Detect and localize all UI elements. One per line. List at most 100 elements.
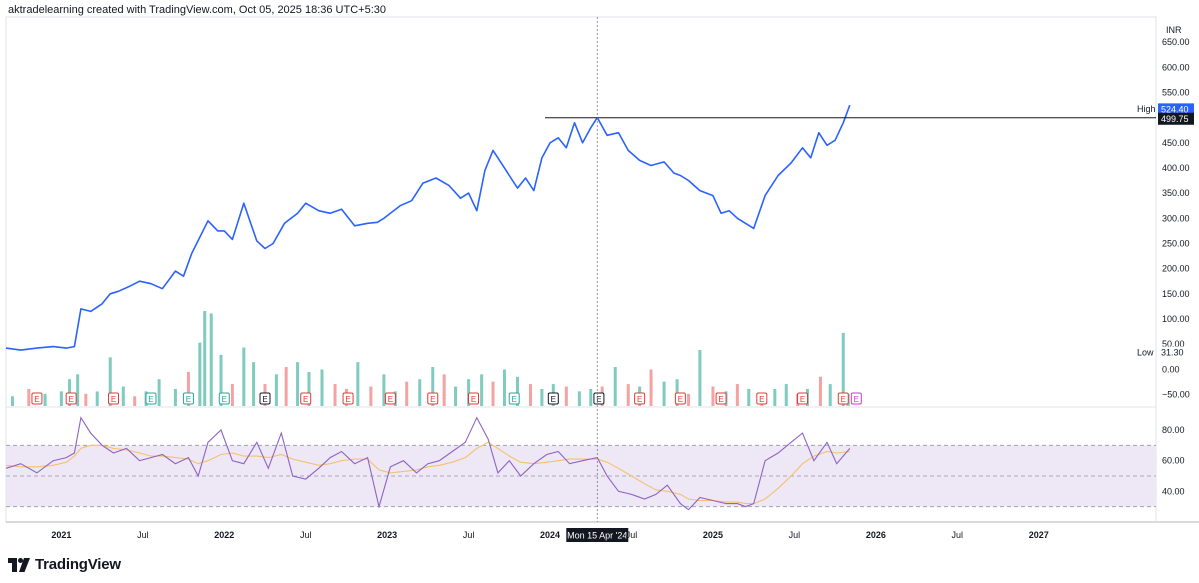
rsi-axis-tick: 60.00 — [1162, 456, 1185, 466]
volume-bar — [540, 388, 544, 406]
earnings-marker[interactable]: E — [850, 392, 862, 405]
earnings-marker[interactable]: E — [31, 392, 43, 405]
rsi-axis-tick: 80.00 — [1162, 425, 1185, 435]
time-axis-tick: 2027 — [1029, 530, 1049, 540]
earnings-marker[interactable]: E — [300, 392, 312, 405]
earnings-marker-label: E — [471, 395, 476, 404]
earnings-marker[interactable]: E — [837, 392, 849, 405]
earnings-marker-label: E — [637, 395, 642, 404]
earnings-marker[interactable]: E — [508, 392, 520, 405]
price-axis-tick: 0.00 — [1162, 364, 1180, 374]
price-axis-tick: 400.00 — [1162, 163, 1190, 173]
low-label-caption: Low — [1137, 348, 1154, 358]
earnings-marker-label: E — [854, 395, 859, 404]
last-price-label-box — [1158, 103, 1194, 116]
earnings-marker-label: E — [841, 395, 846, 404]
earnings-marker-box — [342, 392, 354, 405]
volume-bar — [405, 381, 409, 406]
volume-bar — [589, 388, 593, 406]
volume-bar — [626, 384, 630, 406]
earnings-marker[interactable]: E — [715, 392, 727, 405]
earnings-marker-label: E — [388, 395, 393, 404]
earnings-marker[interactable]: E — [674, 392, 686, 405]
earnings-marker[interactable]: E — [259, 392, 271, 405]
earnings-marker[interactable]: E — [342, 392, 354, 405]
volume-bar — [735, 384, 739, 406]
earnings-marker-label: E — [759, 395, 764, 404]
price-axis-tick: 300.00 — [1162, 213, 1190, 223]
resistance-label-value: 499.75 — [1161, 114, 1189, 124]
time-axis-tick: Jul — [952, 530, 964, 540]
price-series-layer — [5, 104, 1156, 351]
volume-bar — [307, 371, 311, 406]
earnings-marker-box — [300, 392, 312, 405]
volume-bar — [613, 367, 617, 406]
volume-bar — [431, 367, 435, 406]
crosshair-date-label: Mon 15 Apr '24 — [567, 531, 627, 541]
time-axis-tick: 2021 — [51, 530, 71, 540]
earnings-marker[interactable]: E — [634, 392, 646, 405]
earnings-marker[interactable]: E — [797, 392, 809, 405]
earnings-marker[interactable]: E — [145, 392, 157, 405]
volume-bar — [564, 386, 568, 406]
volume-bar — [687, 393, 691, 406]
price-axis-tick: 450.00 — [1162, 138, 1190, 148]
time-axis-tick: Jul — [463, 530, 475, 540]
volume-bar — [747, 388, 751, 406]
currency-label: INR — [1166, 25, 1182, 35]
earnings-marker[interactable]: E — [467, 392, 479, 405]
volume-bar — [219, 354, 223, 406]
time-axis-tick: 2024 — [540, 530, 560, 540]
volume-bar — [121, 386, 125, 406]
earnings-marker-box — [850, 392, 862, 405]
earnings-marker-box — [715, 392, 727, 405]
resistance-label-box — [1158, 112, 1194, 125]
earnings-marker-box — [547, 392, 559, 405]
earnings-marker[interactable]: E — [756, 392, 768, 405]
tradingview-logo[interactable]: TradingView — [8, 556, 121, 573]
price-axis-tick: 50.00 — [1162, 339, 1185, 349]
earnings-marker[interactable]: E — [182, 392, 194, 405]
volume-bar — [491, 381, 495, 406]
earnings-marker-label: E — [303, 395, 308, 404]
price-axis-tick: 550.00 — [1162, 87, 1190, 97]
earnings-marker-box — [31, 392, 43, 405]
earnings-marker[interactable]: E — [218, 392, 230, 405]
volume-bar — [133, 396, 137, 406]
earnings-marker-box — [467, 392, 479, 405]
earnings-marker[interactable]: E — [593, 392, 605, 405]
price-axis-tick: 650.00 — [1162, 37, 1190, 47]
price-axis-tick: 600.00 — [1162, 62, 1190, 72]
volume-bar — [515, 376, 519, 406]
volume-bar — [108, 357, 112, 406]
earnings-marker[interactable]: E — [427, 392, 439, 405]
rsi-series-layer — [5, 416, 851, 511]
earnings-marker-label: E — [512, 395, 517, 404]
earnings-marker[interactable]: E — [547, 392, 559, 405]
volume-bar — [209, 313, 213, 406]
time-axis-tick: Jul — [789, 530, 801, 540]
last-price-label-value: 524.40 — [1161, 104, 1189, 114]
low-label-value: 31.30 — [1161, 348, 1184, 358]
price-line — [5, 104, 851, 351]
rsi-line — [5, 416, 851, 511]
volume-bar — [577, 391, 581, 406]
earnings-marker-box — [756, 392, 768, 405]
volume-bar — [59, 391, 63, 406]
volume-bar — [698, 349, 702, 406]
volume-bar — [173, 388, 177, 406]
earnings-marker-label: E — [345, 395, 350, 404]
earnings-marker[interactable]: E — [65, 392, 77, 405]
time-axis-tick: 2022 — [214, 530, 234, 540]
price-axis-tick: 200.00 — [1162, 264, 1190, 274]
earnings-marker-label: E — [148, 395, 153, 404]
volume-bar — [442, 374, 446, 406]
earnings-marker[interactable]: E — [108, 392, 120, 405]
earnings-marker-label: E — [596, 395, 601, 404]
earnings-marker[interactable]: E — [384, 392, 396, 405]
earnings-marker-label: E — [34, 395, 39, 404]
volume-bar — [773, 388, 777, 406]
earnings-marker-box — [65, 392, 77, 405]
